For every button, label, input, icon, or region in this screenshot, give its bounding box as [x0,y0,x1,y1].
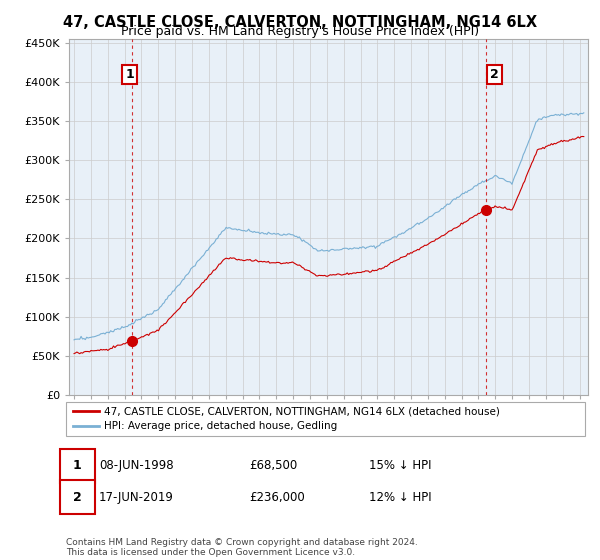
Text: 47, CASTLE CLOSE, CALVERTON, NOTTINGHAM, NG14 6LX (detached house): 47, CASTLE CLOSE, CALVERTON, NOTTINGHAM,… [104,407,500,417]
Text: HPI: Average price, detached house, Gedling: HPI: Average price, detached house, Gedl… [104,421,337,431]
Text: £68,500: £68,500 [249,459,297,473]
Text: 1: 1 [73,459,82,473]
Text: 47, CASTLE CLOSE, CALVERTON, NOTTINGHAM, NG14 6LX: 47, CASTLE CLOSE, CALVERTON, NOTTINGHAM,… [63,15,537,30]
Text: 08-JUN-1998: 08-JUN-1998 [99,459,173,473]
Text: 12% ↓ HPI: 12% ↓ HPI [369,491,431,504]
Text: 15% ↓ HPI: 15% ↓ HPI [369,459,431,473]
Text: Contains HM Land Registry data © Crown copyright and database right 2024.
This d: Contains HM Land Registry data © Crown c… [66,538,418,557]
Text: 17-JUN-2019: 17-JUN-2019 [99,491,174,504]
Text: 1: 1 [125,68,134,81]
Text: Price paid vs. HM Land Registry's House Price Index (HPI): Price paid vs. HM Land Registry's House … [121,25,479,38]
Text: 2: 2 [490,68,499,81]
Text: 2: 2 [73,491,82,504]
Text: £236,000: £236,000 [249,491,305,504]
